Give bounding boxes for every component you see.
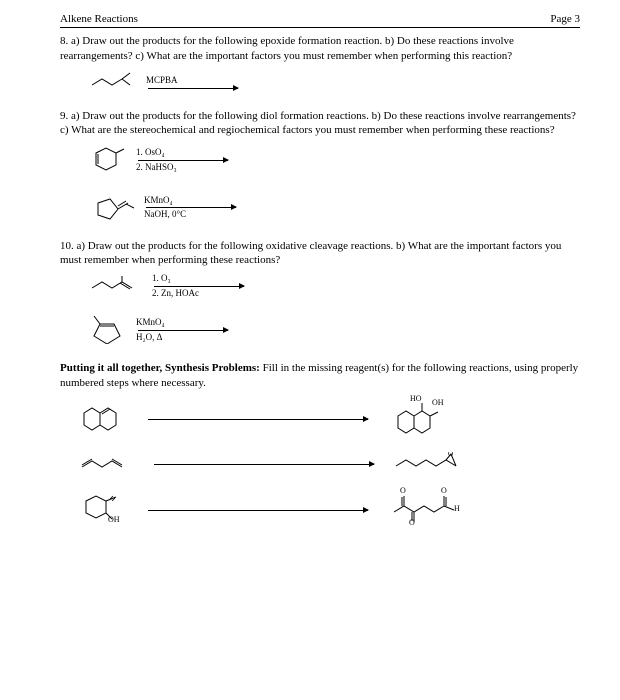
q8-reagent-block: MCPBA bbox=[146, 75, 240, 89]
reaction-arrow bbox=[148, 88, 238, 89]
header-title: Alkene Reactions bbox=[60, 12, 138, 26]
synthesis-2: O bbox=[80, 452, 580, 476]
cyclohexane-vinyl-oh-structure: OH bbox=[80, 491, 128, 529]
oh-label: OH bbox=[432, 398, 444, 408]
synthesis-arrow bbox=[148, 419, 368, 420]
oh-label: OH bbox=[108, 515, 120, 525]
q10-reaction-2: KMnO₄ H₂O, Δ bbox=[90, 314, 580, 348]
q10-r1-block: 1. O₃ 2. Zn, HOAc bbox=[152, 273, 246, 299]
synthesis-heading-line: Putting it all together, Synthesis Probl… bbox=[60, 361, 580, 390]
q9-r1-block: 1. OsO₄ 2. NaHSO₃ bbox=[136, 147, 230, 173]
synthesis-1: OH HO bbox=[80, 400, 580, 440]
worksheet-page: Alkene Reactions Page 3 8. a) Draw out t… bbox=[0, 0, 620, 565]
svg-text:O: O bbox=[448, 452, 453, 458]
q9-num: 9. bbox=[60, 110, 68, 122]
ho-label: HO bbox=[410, 394, 422, 404]
question-9: 9. a) Draw out the products for the foll… bbox=[60, 109, 580, 138]
q10-r2-block: KMnO₄ H₂O, Δ bbox=[136, 317, 230, 343]
reaction-arrow bbox=[138, 330, 228, 331]
dicarbonyl-structure: O O O H bbox=[388, 488, 468, 532]
page-header: Alkene Reactions Page 3 bbox=[60, 12, 580, 28]
q9-r2-bot: NaOH, 0°C bbox=[144, 209, 186, 221]
q8-text: a) Draw out the products for the followi… bbox=[60, 35, 514, 61]
cyclopentane-alkene-structure bbox=[90, 191, 138, 225]
reaction-arrow bbox=[138, 160, 228, 161]
epoxide-chain-structure: O bbox=[394, 452, 464, 476]
q8-num: 8. bbox=[60, 35, 68, 47]
o-label: O bbox=[409, 518, 415, 528]
q8-reagent: MCPBA bbox=[146, 75, 178, 87]
q10-r2-bot: H₂O, Δ bbox=[136, 332, 162, 344]
q10-r2-top: KMnO₄ bbox=[136, 317, 165, 329]
q10-reaction-1: 1. O₃ 2. Zn, HOAc bbox=[90, 273, 580, 299]
synthesis-arrow bbox=[154, 464, 374, 465]
synthesis-3: OH O O O H bbox=[80, 488, 580, 532]
q8-reaction: MCPBA bbox=[90, 69, 580, 95]
o-label: O bbox=[400, 486, 406, 496]
reaction-arrow bbox=[146, 207, 236, 208]
q10-num: 10. bbox=[60, 240, 74, 252]
q9-r1-bot: 2. NaHSO₃ bbox=[136, 162, 177, 174]
q9-reaction-1: 1. OsO₄ 2. NaHSO₃ bbox=[90, 143, 580, 177]
methylcyclopentene-structure bbox=[90, 314, 130, 348]
q9-r2-top: KMnO₄ bbox=[144, 195, 173, 207]
q9-reaction-2: KMnO₄ NaOH, 0°C bbox=[90, 191, 580, 225]
q9-r2-block: KMnO₄ NaOH, 0°C bbox=[144, 195, 238, 221]
h-label: H bbox=[454, 504, 460, 514]
decalin-diol-structure: OH HO bbox=[388, 400, 448, 440]
decalin-alkene-structure bbox=[80, 403, 128, 437]
reaction-arrow bbox=[154, 286, 244, 287]
alkene-structure bbox=[90, 69, 140, 95]
q9-r1-top: 1. OsO₄ bbox=[136, 147, 165, 159]
q10-text: a) Draw out the products for the followi… bbox=[60, 240, 561, 266]
q10-r1-top: 1. O₃ bbox=[152, 273, 171, 285]
hexene-structure bbox=[90, 274, 146, 298]
q10-r1-bot: 2. Zn, HOAc bbox=[152, 288, 199, 300]
q9-text: a) Draw out the products for the followi… bbox=[60, 110, 576, 136]
cyclohexene-methyl-structure bbox=[90, 143, 130, 177]
synthesis-heading: Putting it all together, Synthesis Probl… bbox=[60, 362, 260, 374]
synthesis-arrow bbox=[148, 510, 368, 511]
diene-structure bbox=[80, 453, 134, 475]
o-label: O bbox=[441, 486, 447, 496]
header-page: Page 3 bbox=[550, 12, 580, 26]
question-8: 8. a) Draw out the products for the foll… bbox=[60, 34, 580, 63]
question-10: 10. a) Draw out the products for the fol… bbox=[60, 239, 580, 268]
